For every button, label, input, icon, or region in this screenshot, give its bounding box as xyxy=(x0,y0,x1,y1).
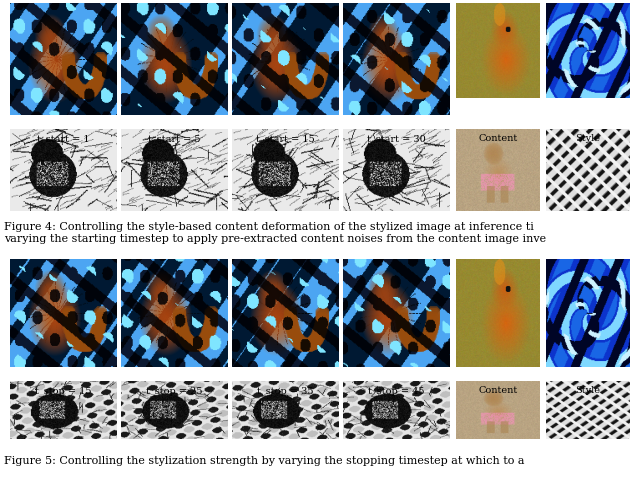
Text: t_stop = 25: t_stop = 25 xyxy=(147,385,203,395)
Text: t_stop = 35: t_stop = 35 xyxy=(257,385,314,395)
Text: Figure 4: Controlling the style-based content deformation of the stylized image : Figure 4: Controlling the style-based co… xyxy=(4,222,546,243)
Text: Figure 5: Controlling the stylization strength by varying the stopping timestep : Figure 5: Controlling the stylization st… xyxy=(4,455,525,465)
Text: t_stop = 45: t_stop = 45 xyxy=(368,385,425,395)
Text: t_start = 1: t_start = 1 xyxy=(37,134,90,144)
Text: Content: Content xyxy=(478,385,518,394)
Text: Style: Style xyxy=(575,385,600,394)
Text: Content: Content xyxy=(478,134,518,143)
Text: t_stop = 15: t_stop = 15 xyxy=(35,385,92,395)
Text: t_start = 30: t_start = 30 xyxy=(367,134,426,144)
Text: t_start = 5: t_start = 5 xyxy=(148,134,201,144)
Text: Style: Style xyxy=(575,134,600,143)
Text: t_start = 15: t_start = 15 xyxy=(256,134,315,144)
